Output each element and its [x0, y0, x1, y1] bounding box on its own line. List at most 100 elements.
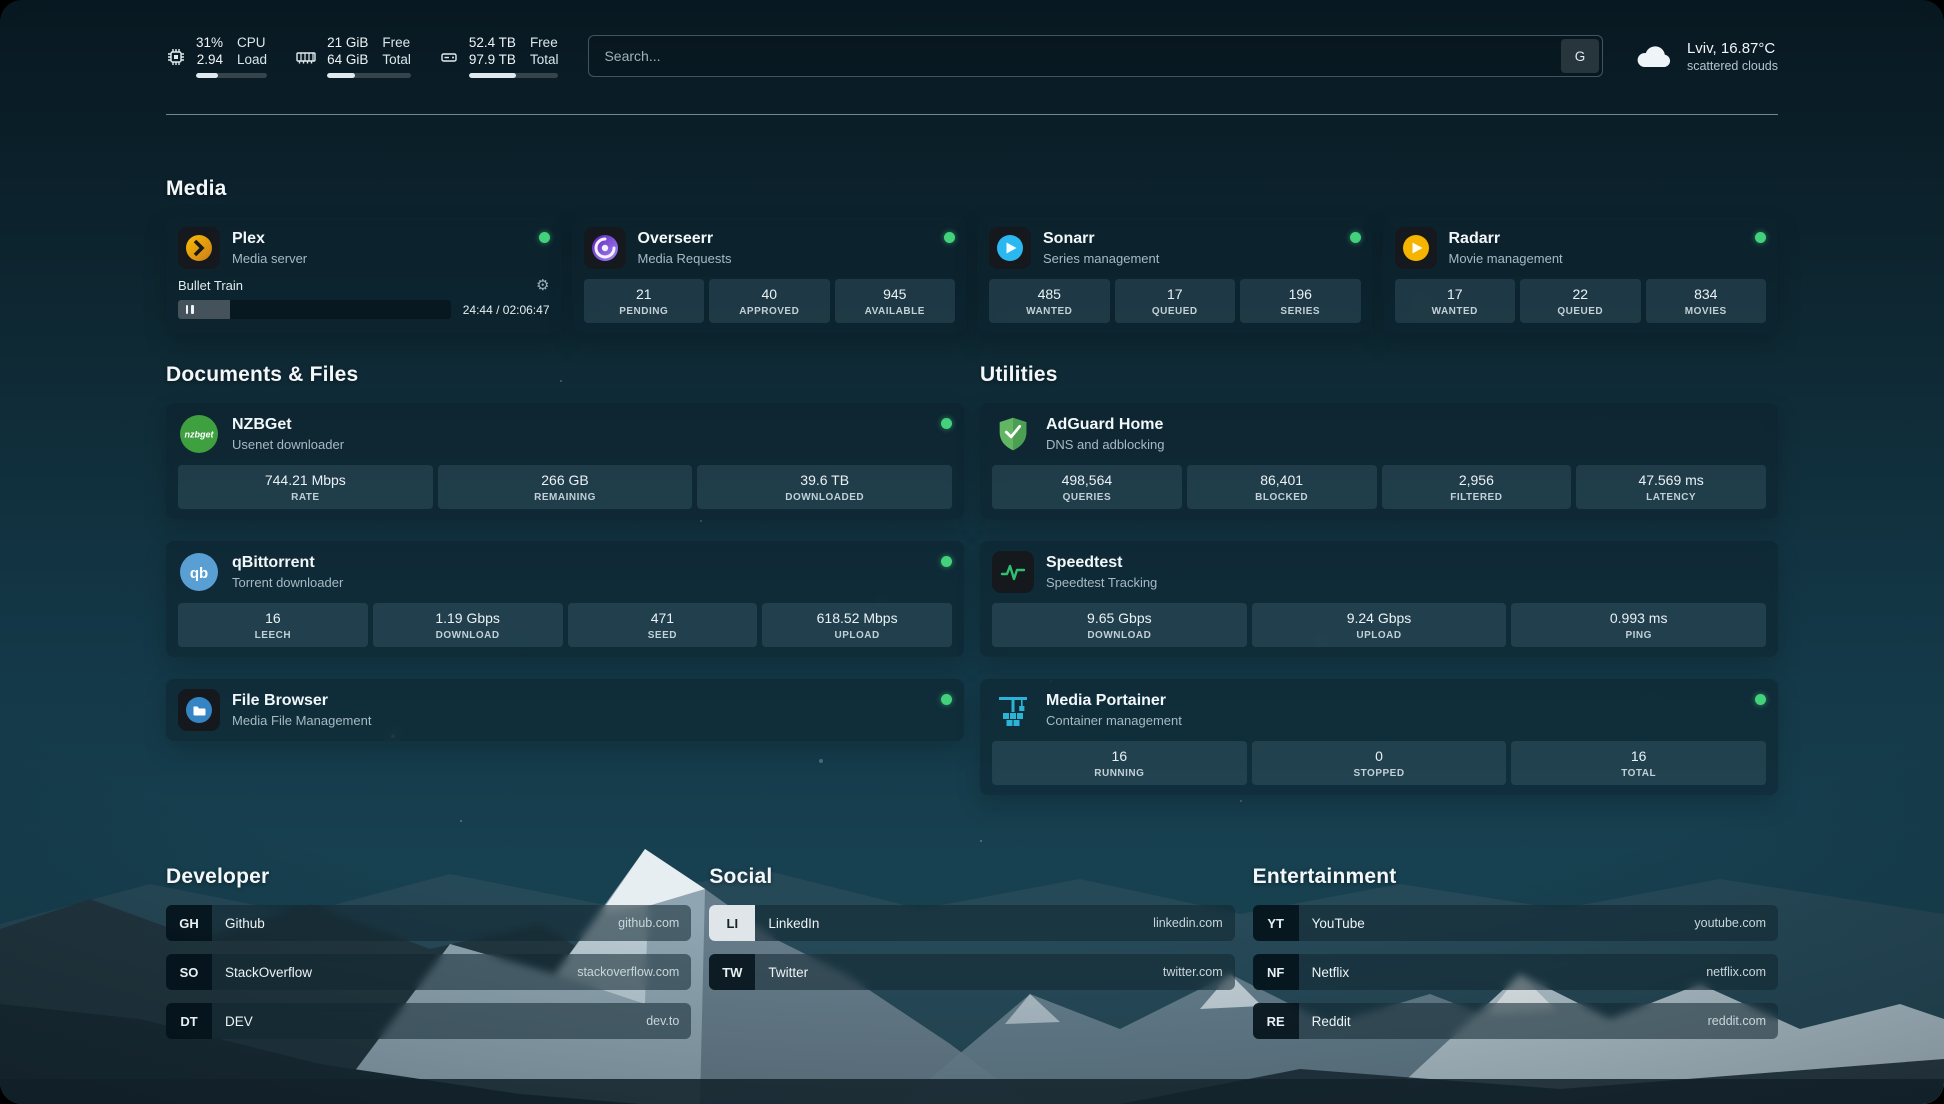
service-card-radarr[interactable]: Radarr Movie management 17 WANTED 22 QUE… — [1382, 217, 1778, 333]
service-card-plex[interactable]: Plex Media server Bullet Train ⚙ — [166, 217, 562, 333]
mid-grid: Documents & Files nzbget NZBGet Usenet d — [166, 363, 1778, 795]
stat-movies: 834 MOVIES — [1645, 279, 1766, 323]
service-desc: Torrent downloader — [232, 575, 344, 590]
resource-monitors: 31% 2.94 CPU Load — [166, 34, 559, 78]
section-title-utilities: Utilities — [980, 363, 1058, 386]
stat-download: 1.19 Gbps DOWNLOAD — [372, 603, 563, 647]
memory-icon — [295, 47, 317, 67]
service-desc: Speedtest Tracking — [1046, 575, 1158, 590]
disk-label-2: Total — [529, 52, 559, 67]
cpu-widget: 31% 2.94 CPU Load — [166, 34, 268, 78]
playback-progress-bar[interactable] — [178, 300, 451, 319]
stat-seed: 471 SEED — [567, 603, 758, 647]
service-desc: Media File Management — [232, 713, 372, 728]
radarr-icon — [1394, 227, 1437, 269]
netflix-icon: NF — [1252, 954, 1299, 990]
service-card-qbittorrent[interactable]: qb qBittorrent Torrent downloader 16 LEE… — [166, 541, 964, 657]
stat-wanted: 17 WANTED — [1394, 279, 1515, 323]
memory-label-2: Total — [382, 52, 411, 67]
stat-upload: 618.52 Mbps UPLOAD — [762, 603, 952, 647]
bookmark-stackoverflow[interactable]: SO StackOverflow stackoverflow.com — [166, 954, 692, 990]
reddit-icon: RE — [1252, 1003, 1299, 1039]
section-developer: Developer GH Github github.com SO StackO… — [166, 865, 692, 1039]
status-dot — [944, 232, 955, 243]
service-desc: Series management — [1043, 251, 1160, 266]
bookmark-youtube[interactable]: YT YouTube youtube.com — [1252, 905, 1778, 941]
memory-label-1: Free — [382, 35, 411, 50]
playback-time: 24:44 / 02:06:47 — [462, 302, 550, 317]
service-name: Speedtest — [1046, 554, 1123, 571]
disk-label-1: Free — [529, 35, 558, 50]
overseerr-icon — [583, 227, 626, 269]
status-dot — [941, 694, 952, 705]
gear-icon[interactable]: ⚙ — [536, 277, 550, 294]
section-title-developer: Developer — [166, 865, 270, 888]
service-desc: DNS and adblocking — [1046, 437, 1165, 452]
bookmark-twitter[interactable]: TW Twitter twitter.com — [709, 954, 1235, 990]
service-name: File Browser — [232, 692, 329, 709]
pause-icon[interactable] — [184, 305, 195, 314]
disk-progress-bar — [468, 73, 559, 78]
adguard-icon — [992, 413, 1034, 455]
stat-running: 16 RUNNING — [992, 741, 1247, 785]
service-card-speedtest[interactable]: Speedtest Speedtest Tracking 9.65 Gbps D… — [980, 541, 1778, 657]
service-card-overseerr[interactable]: Overseerr Media Requests 21 PENDING 40 A… — [571, 217, 967, 333]
service-name: Plex — [232, 230, 265, 247]
service-name: NZBGet — [232, 416, 292, 433]
cloud-icon — [1633, 41, 1675, 71]
stat-latency: 47.569 ms LATENCY — [1576, 465, 1766, 509]
topbar-divider — [166, 114, 1778, 115]
service-name: AdGuard Home — [1046, 416, 1164, 433]
stat-available: 945 AVAILABLE — [834, 279, 955, 323]
service-name: Radarr — [1448, 230, 1501, 247]
cpu-load: 2.94 — [196, 52, 224, 67]
stat-downloaded: 39.6 TB DOWNLOADED — [697, 465, 953, 509]
service-desc: Media Requests — [637, 251, 732, 266]
disk-icon — [439, 47, 459, 67]
stat-wanted: 485 WANTED — [989, 279, 1110, 323]
memory-readout: 21 GiB 64 GiB Free Total — [327, 34, 411, 78]
plex-icon — [178, 227, 220, 269]
disk-total: 97.9 TB — [468, 52, 516, 67]
bookmark-reddit[interactable]: RE Reddit reddit.com — [1252, 1003, 1778, 1039]
svg-text:qb: qb — [190, 565, 208, 582]
stat-stopped: 0 STOPPED — [1251, 741, 1507, 785]
search-input[interactable] — [588, 35, 1603, 77]
bookmark-dev[interactable]: DT DEV dev.to — [166, 1003, 692, 1039]
service-desc: Usenet downloader — [232, 437, 345, 452]
section-title-entertainment: Entertainment — [1252, 865, 1397, 888]
weather-widget: Lviv, 16.87°C scattered clouds — [1633, 40, 1778, 73]
service-card-adguard[interactable]: AdGuard Home DNS and adblocking 498,564 … — [980, 403, 1778, 519]
weather-location-temp: Lviv, 16.87°C — [1686, 39, 1776, 57]
bookmark-github[interactable]: GH Github github.com — [166, 905, 692, 941]
service-card-filebrowser[interactable]: File Browser Media File Management — [166, 679, 964, 741]
twitter-icon: TW — [709, 954, 756, 990]
stat-approved: 40 APPROVED — [709, 279, 830, 323]
stat-download: 9.65 Gbps DOWNLOAD — [992, 603, 1247, 647]
service-card-portainer[interactable]: Media Portainer Container management 16 … — [980, 679, 1778, 795]
service-name: Sonarr — [1043, 230, 1095, 247]
bookmark-netflix[interactable]: NF Netflix netflix.com — [1252, 954, 1778, 990]
bookmark-linkedin[interactable]: LI LinkedIn linkedin.com — [709, 905, 1235, 941]
section-title-media: Media — [166, 177, 227, 200]
section-title-social: Social — [709, 865, 773, 888]
linkedin-icon: LI — [709, 905, 756, 941]
disk-widget: 52.4 TB 97.9 TB Free Total — [439, 34, 559, 78]
stat-ping: 0.993 ms PING — [1511, 603, 1767, 647]
filebrowser-icon — [178, 689, 220, 731]
speedtest-icon — [992, 551, 1034, 593]
svg-text:nzbget: nzbget — [185, 430, 215, 440]
section-documents: Documents & Files nzbget NZBGet Usenet d — [166, 363, 964, 741]
plex-player: 24:44 / 02:06:47 — [178, 300, 550, 319]
topbar: 31% 2.94 CPU Load — [166, 0, 1778, 78]
service-card-nzbget[interactable]: nzbget NZBGet Usenet downloader 744.21 M… — [166, 403, 964, 519]
status-dot — [538, 232, 550, 243]
search-provider-button[interactable]: G — [1560, 39, 1599, 73]
service-card-sonarr[interactable]: Sonarr Series management 485 WANTED 17 Q… — [977, 217, 1373, 333]
weather-condition: scattered clouds — [1686, 58, 1778, 73]
service-name: qBittorrent — [232, 554, 315, 571]
search-bar: G — [588, 35, 1603, 77]
service-name: Media Portainer — [1046, 692, 1167, 709]
cpu-icon — [166, 47, 186, 67]
status-dot — [941, 418, 952, 429]
